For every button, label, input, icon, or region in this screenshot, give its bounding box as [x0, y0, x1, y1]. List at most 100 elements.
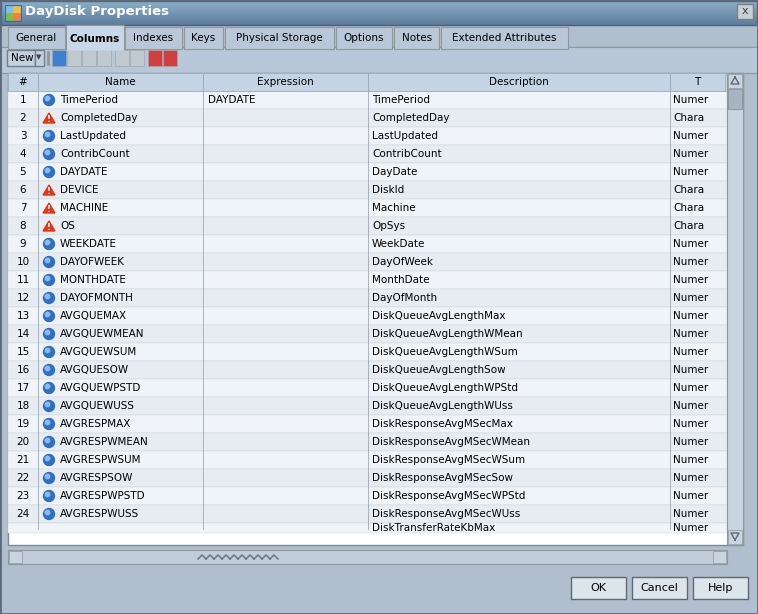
Bar — [8, 73, 743, 545]
Bar — [1, 9, 757, 10]
Text: OK: OK — [590, 583, 606, 593]
Circle shape — [45, 474, 50, 479]
Bar — [336, 27, 393, 49]
Bar — [8, 451, 727, 469]
Bar — [7, 50, 35, 66]
Text: x: x — [741, 7, 748, 17]
Text: LastUpdated: LastUpdated — [60, 131, 126, 141]
Text: #: # — [19, 77, 27, 87]
Bar — [713, 551, 726, 563]
Text: DiskQueueAvgLengthSow: DiskQueueAvgLengthSow — [372, 365, 506, 375]
Text: New: New — [11, 53, 33, 63]
Circle shape — [45, 294, 50, 298]
Text: DayOfMonth: DayOfMonth — [372, 293, 437, 303]
Bar — [1, 5, 757, 6]
Text: DiskQueueAvgLengthWMean: DiskQueueAvgLengthWMean — [372, 329, 522, 339]
Text: Numer: Numer — [673, 257, 708, 267]
Text: MONTHDATE: MONTHDATE — [60, 275, 126, 285]
Bar — [737, 4, 753, 19]
Text: 9: 9 — [20, 239, 27, 249]
Text: AVGRESPWUSS: AVGRESPWUSS — [60, 509, 139, 519]
Text: 6: 6 — [20, 185, 27, 195]
Text: OS: OS — [60, 221, 75, 231]
Text: DAYDATE: DAYDATE — [60, 167, 108, 177]
Bar — [728, 530, 742, 544]
Bar — [8, 505, 727, 523]
Circle shape — [43, 454, 55, 465]
Circle shape — [45, 367, 50, 371]
Text: 2: 2 — [20, 113, 27, 123]
Bar — [8, 415, 727, 433]
Text: AVGRESPWSUM: AVGRESPWSUM — [60, 455, 142, 465]
Text: CompletedDay: CompletedDay — [372, 113, 449, 123]
Circle shape — [45, 313, 50, 317]
Text: !: ! — [47, 115, 51, 124]
Bar — [1, 2, 757, 3]
Text: DEVICE: DEVICE — [60, 185, 99, 195]
Text: DiskResponseAvgMSecWMean: DiskResponseAvgMSecWMean — [372, 437, 530, 447]
Bar — [1, 22, 757, 23]
Text: Numer: Numer — [673, 293, 708, 303]
Text: Expression: Expression — [257, 77, 314, 87]
Text: Numer: Numer — [673, 131, 708, 141]
Text: 10: 10 — [17, 257, 30, 267]
Text: 3: 3 — [20, 131, 27, 141]
Text: DiskResponseAvgMSecWSum: DiskResponseAvgMSecWSum — [372, 455, 525, 465]
Text: Physical Storage: Physical Storage — [236, 33, 323, 43]
Bar — [1, 3, 757, 4]
Bar — [693, 577, 748, 599]
Text: Numer: Numer — [673, 383, 708, 393]
Bar — [1, 15, 757, 16]
Text: DAYOFMONTH: DAYOFMONTH — [60, 293, 133, 303]
Bar — [8, 487, 727, 505]
Bar — [8, 145, 727, 163]
Text: Cancel: Cancel — [641, 583, 678, 593]
Circle shape — [45, 421, 50, 425]
Text: Numer: Numer — [673, 491, 708, 501]
Text: ▼: ▼ — [36, 54, 42, 60]
Text: 20: 20 — [17, 437, 30, 447]
Circle shape — [43, 365, 55, 376]
Bar — [8, 73, 38, 91]
Text: AVGQUEWSUM: AVGQUEWSUM — [60, 347, 137, 357]
Text: Numer: Numer — [673, 149, 708, 159]
Text: 14: 14 — [17, 329, 30, 339]
Bar — [0, 24, 758, 49]
Text: 18: 18 — [17, 401, 30, 411]
Text: Chara: Chara — [673, 113, 704, 123]
Text: Chara: Chara — [673, 203, 704, 213]
Bar — [8, 523, 727, 533]
Text: TimePeriod: TimePeriod — [60, 95, 118, 105]
Text: 4: 4 — [20, 149, 27, 159]
Bar — [47, 51, 49, 65]
Circle shape — [45, 438, 50, 443]
Bar — [9, 551, 22, 563]
Text: 15: 15 — [17, 347, 30, 357]
Circle shape — [43, 149, 55, 160]
Text: Keys: Keys — [191, 33, 215, 43]
Circle shape — [43, 274, 55, 286]
Circle shape — [45, 402, 50, 406]
Circle shape — [43, 238, 55, 249]
Text: DiskQueueAvgLengthWUss: DiskQueueAvgLengthWUss — [372, 401, 513, 411]
Bar — [8, 325, 727, 343]
Text: Indexes: Indexes — [133, 33, 174, 43]
Bar — [6, 13, 13, 20]
Circle shape — [43, 383, 55, 394]
Bar — [130, 50, 144, 66]
Circle shape — [43, 166, 55, 177]
Bar — [1, 16, 757, 17]
Text: DiskQueueAvgLengthWSum: DiskQueueAvgLengthWSum — [372, 347, 518, 357]
Text: 23: 23 — [17, 491, 30, 501]
Bar — [52, 50, 66, 66]
Bar — [203, 73, 368, 91]
Bar — [97, 50, 111, 66]
Bar — [1, 10, 757, 11]
Bar — [368, 73, 670, 91]
Text: WEEKDATE: WEEKDATE — [60, 239, 117, 249]
Text: 12: 12 — [17, 293, 30, 303]
Text: DiskQueueAvgLengthMax: DiskQueueAvgLengthMax — [372, 311, 506, 321]
Circle shape — [43, 419, 55, 430]
Circle shape — [43, 95, 55, 106]
Text: General: General — [16, 33, 57, 43]
